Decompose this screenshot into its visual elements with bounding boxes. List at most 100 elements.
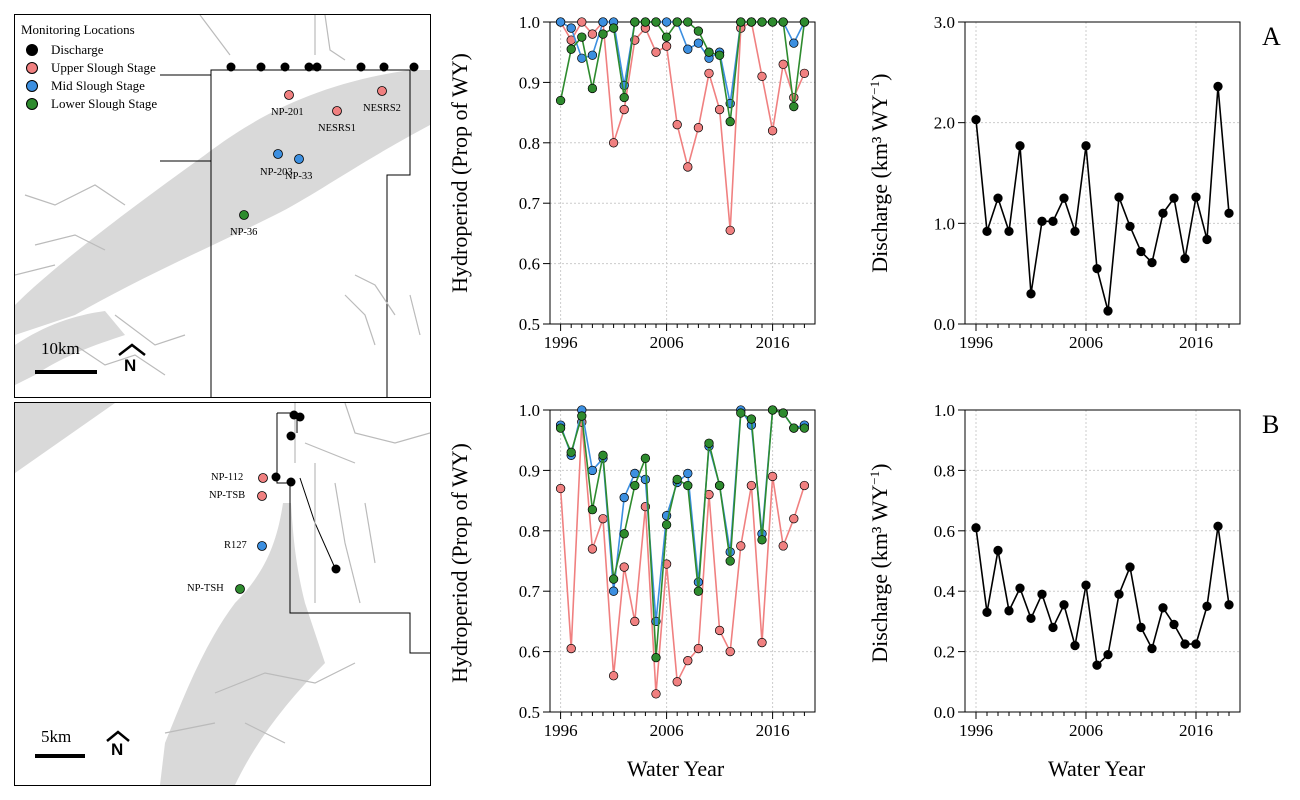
site-label-nesrs2: NESRS2: [363, 103, 401, 114]
legend-title: Monitoring Locations: [21, 22, 135, 37]
y-tick-label: 0.8: [519, 134, 540, 153]
data-point-upper-slough-stage: [555, 483, 566, 494]
data-point-lower-slough-stage: [587, 83, 598, 94]
y-tick-label: 0.8: [934, 461, 955, 480]
site-label-np-tsb: NP-TSB: [209, 490, 246, 501]
panel-letter-a: A: [1262, 22, 1281, 51]
x-tick-label: 1996: [959, 721, 993, 740]
discharge-site: [271, 472, 281, 482]
legend-dot-upper: [26, 62, 38, 74]
data-point-lower-slough-stage: [693, 586, 704, 596]
data-point-discharge: [1059, 600, 1069, 610]
y-tick-label: 0.5: [519, 703, 540, 722]
data-point-lower-slough-stage: [619, 529, 629, 539]
site-label-r127: R127: [224, 540, 247, 551]
hydro-ylabel-a: Hydroperiod (Prop of WY): [447, 53, 472, 293]
site-np-tsb: [257, 491, 267, 501]
north-label: N: [111, 740, 124, 759]
hydroperiod-chart-b: 1996 2006 2016 0.5 0.6 0.7 0.8 0.9 1.0: [519, 402, 816, 740]
data-point-lower-slough-stage: [555, 423, 566, 433]
data-point-upper-slough-stage: [757, 71, 767, 82]
data-point-discharge: [1114, 589, 1124, 599]
map-panel-a: Monitoring Locations Discharge Upper Slo…: [14, 14, 431, 398]
data-point-lower-slough-stage: [767, 405, 778, 415]
x-tick-label: 2016: [1179, 721, 1213, 740]
data-point-lower-slough-stage: [778, 17, 788, 27]
legend-label-mid: Mid Slough Stage: [51, 78, 145, 93]
plot-frame: [549, 21, 816, 325]
data-point-discharge: [1081, 141, 1091, 151]
y-tick-label: 0.0: [934, 703, 955, 722]
data-point-lower-slough-stage: [630, 480, 640, 491]
legend-label-upper: Upper Slough Stage: [51, 60, 156, 75]
data-point-upper-slough-stage: [693, 643, 704, 654]
discharge-ylabel-a: Discharge (km³ WY−1): [867, 53, 893, 293]
data-point-lower-slough-stage: [577, 411, 587, 421]
y-tick-label: 0.8: [519, 522, 540, 541]
data-point-mid-slough-stage: [587, 50, 598, 60]
plot-frame: [964, 409, 1241, 713]
y-tick-label: 0.7: [519, 194, 541, 213]
data-point-lower-slough-stage: [693, 26, 704, 36]
data-point-upper-slough-stage: [587, 544, 598, 554]
data-point-lower-slough-stage: [799, 423, 810, 433]
data-point-upper-slough-stage: [799, 480, 810, 491]
plot-frame: [964, 21, 1241, 325]
data-point-upper-slough-stage: [566, 643, 576, 654]
y-tick-label: 0.6: [519, 643, 540, 662]
discharge-site: [409, 62, 419, 72]
y-tick-label: 0.7: [519, 582, 541, 601]
discharge-ylabel-close: ): [867, 73, 893, 81]
data-point-upper-slough-stage: [608, 671, 619, 681]
coastline-shading: [15, 311, 125, 385]
data-point-discharge: [993, 545, 1003, 556]
data-point-discharge: [1147, 257, 1157, 268]
discharge-ylabel-text: Discharge (km³ WY: [867, 484, 893, 663]
series-line-lower-slough-stage: [559, 408, 805, 658]
data-point-upper-slough-stage: [683, 656, 693, 666]
data-point-mid-slough-stage: [661, 17, 672, 27]
y-tick-label: 1.0: [519, 14, 540, 32]
data-point-lower-slough-stage: [608, 23, 619, 33]
data-point-discharge: [1103, 306, 1113, 316]
site-label-np-33: NP-33: [285, 171, 313, 182]
discharge-sites: [226, 62, 419, 72]
discharge-site: [256, 62, 266, 72]
upper-shading: [15, 403, 115, 473]
discharge-chart-b: 1996 2006 2016 0.0 0.2 0.4 0.6 0.8 1.0: [934, 402, 1241, 740]
data-point-upper-slough-stage: [714, 625, 725, 636]
discharge-site: [295, 412, 305, 422]
data-point-discharge: [1158, 208, 1168, 218]
data-point-discharge: [1169, 619, 1179, 630]
data-point-mid-slough-stage: [683, 468, 693, 479]
y-tick-label: 0.6: [934, 522, 955, 541]
data-point-upper-slough-stage: [714, 104, 725, 115]
data-point-lower-slough-stage: [789, 101, 799, 112]
data-point-discharge: [1037, 589, 1047, 599]
data-point-discharge: [1103, 649, 1113, 660]
park-boundary: [160, 70, 212, 162]
data-point-discharge: [1092, 263, 1102, 274]
series-line-discharge: [975, 526, 1230, 667]
data-point-discharge: [1147, 643, 1157, 654]
data-point-upper-slough-stage: [672, 677, 682, 687]
data-point-discharge: [1026, 289, 1036, 299]
data-point-discharge: [1125, 221, 1135, 232]
data-point-discharge: [971, 523, 981, 533]
x-tick-label: 1996: [544, 721, 578, 740]
data-point-upper-slough-stage: [683, 162, 693, 172]
data-point-lower-slough-stage: [778, 408, 788, 418]
river-line: [299, 477, 336, 569]
discharge-site: [331, 564, 341, 574]
north-arrow-glyph: [118, 343, 146, 356]
discharge-ylabel-b: Discharge (km³ WY−1): [867, 443, 893, 683]
site-label-np-36: NP-36: [230, 227, 258, 238]
data-point-lower-slough-stage: [566, 447, 576, 457]
scale-label: 5km: [41, 727, 72, 746]
data-point-upper-slough-stage: [736, 541, 746, 551]
data-point-mid-slough-stage: [683, 44, 693, 54]
discharge-site: [286, 431, 296, 441]
data-point-mid-slough-stage: [608, 586, 619, 596]
y-tick-label: 1.0: [934, 402, 955, 420]
data-point-upper-slough-stage: [725, 646, 735, 657]
